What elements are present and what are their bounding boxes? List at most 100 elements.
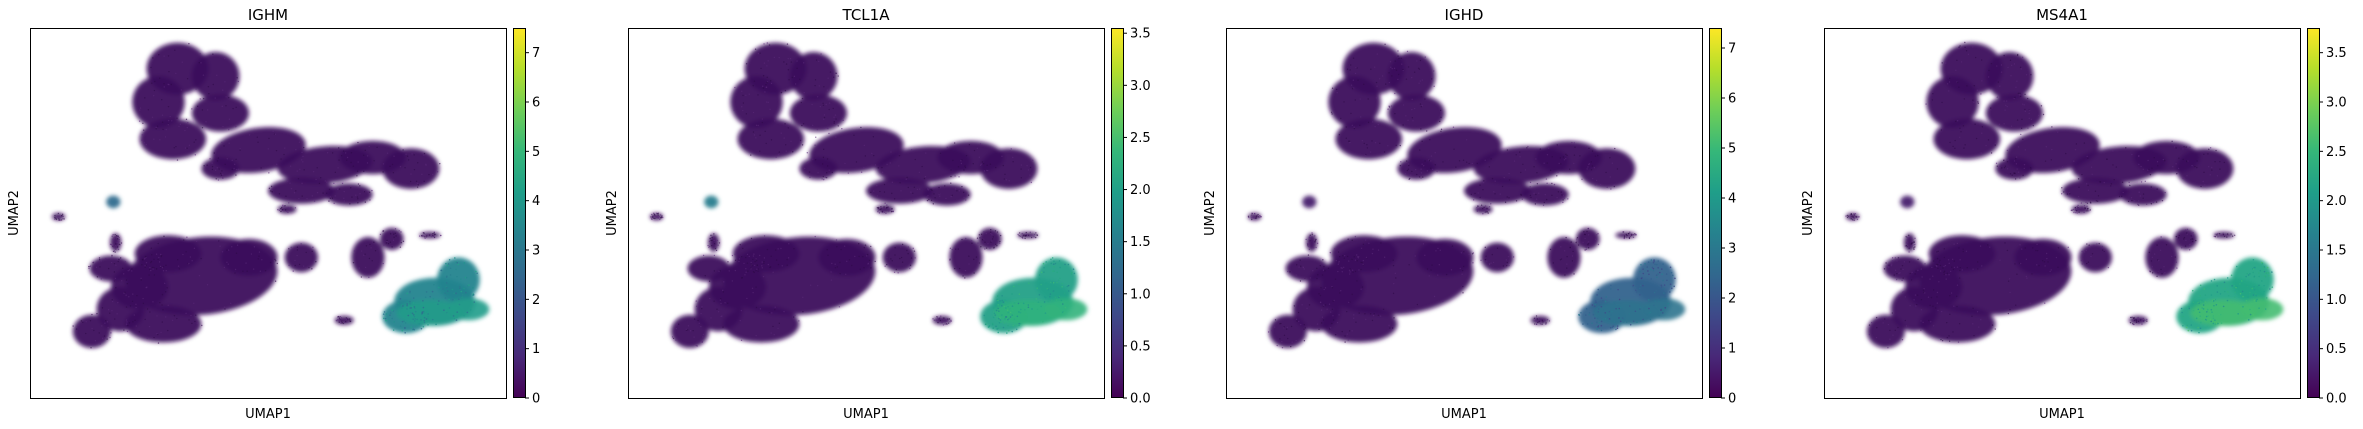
cell-point <box>752 255 755 257</box>
cell-point <box>1562 199 1564 201</box>
cell-point <box>1483 207 1485 210</box>
cell-point <box>876 207 879 209</box>
cell-point <box>996 295 999 297</box>
cell-point <box>111 310 113 312</box>
cell-point <box>1414 255 1416 257</box>
cell-point <box>1857 216 1859 218</box>
cell-point <box>653 213 656 216</box>
cell-point <box>1894 257 1897 259</box>
cell-point <box>1360 268 1362 271</box>
cell-point <box>1891 263 1893 265</box>
cell-point <box>1575 240 1578 242</box>
cell-point <box>1336 321 1339 324</box>
cell-point <box>1973 85 1975 87</box>
cell-point <box>295 190 297 192</box>
cell-point <box>825 176 828 179</box>
cell-point <box>145 286 147 289</box>
cell-point <box>163 55 165 57</box>
cell-point <box>1017 302 1020 305</box>
cell-point <box>1541 323 1543 325</box>
cell-point <box>1553 201 1555 203</box>
cell-point <box>1295 339 1297 342</box>
cell-point <box>708 240 711 243</box>
cell-point <box>2032 247 2034 249</box>
cell-point <box>1920 309 1923 311</box>
cell-point <box>126 330 129 333</box>
cell-point <box>1540 320 1542 322</box>
cell-point <box>1285 328 1288 330</box>
cell-point <box>2185 239 2187 242</box>
cell-point <box>117 301 119 304</box>
cell-point <box>956 190 958 192</box>
cell-point <box>125 306 128 308</box>
cell-point <box>767 101 769 104</box>
cell-point <box>651 218 653 220</box>
cell-point <box>1484 205 1487 207</box>
cell-point <box>936 317 939 319</box>
cell-point <box>770 82 773 85</box>
cell-point <box>1437 247 1439 250</box>
cell-cluster-region <box>1268 314 1307 349</box>
cell-point <box>965 199 967 201</box>
cell-point <box>1916 294 1919 296</box>
cell-point <box>1491 177 1494 180</box>
cell-point <box>1430 155 1433 157</box>
cell-point <box>157 342 160 344</box>
cell-point <box>786 43 789 45</box>
cell-point <box>1931 99 1934 101</box>
cell-point <box>1257 215 1259 218</box>
cell-point <box>188 262 190 265</box>
cell-point <box>146 308 149 310</box>
cell-point <box>980 163 982 165</box>
cell-point <box>722 289 724 292</box>
cell-point <box>980 233 983 236</box>
cell-point <box>2019 244 2021 246</box>
cell-point <box>1258 216 1260 219</box>
cell-point <box>1442 300 1444 303</box>
cell-point <box>363 154 365 156</box>
cell-point <box>224 163 226 165</box>
cell-point <box>416 186 419 188</box>
colorbar-tick-label: 1 <box>532 342 540 357</box>
cell-point <box>2223 281 2226 284</box>
cell-point <box>2219 161 2221 163</box>
cell-point <box>1334 278 1337 280</box>
cell-point <box>838 306 841 308</box>
cell-point <box>115 287 117 289</box>
cell-point <box>1358 312 1360 314</box>
cell-point <box>1430 167 1432 169</box>
cell-point <box>1340 289 1342 292</box>
cell-point <box>1632 284 1635 287</box>
cell-point <box>1604 300 1607 303</box>
cell-point <box>1377 268 1379 270</box>
cell-point <box>452 315 455 317</box>
cell-point <box>1584 249 1586 251</box>
cell-point <box>302 146 305 149</box>
cell-point <box>1005 179 1008 181</box>
cell-point <box>399 297 402 300</box>
cell-point <box>1520 194 1523 196</box>
cell-point <box>2026 277 2028 279</box>
cell-point <box>326 152 329 154</box>
cell-point <box>1646 313 1649 315</box>
cell-point <box>2206 308 2209 311</box>
cell-point <box>1400 57 1402 60</box>
cell-point <box>2110 185 2112 187</box>
cell-point <box>216 167 218 169</box>
cell-point <box>806 162 809 164</box>
cell-cluster-region <box>1919 305 1996 343</box>
cell-point <box>393 233 395 235</box>
cell-point <box>1622 231 1625 233</box>
cell-point <box>359 193 361 195</box>
cell-point <box>187 121 189 124</box>
cell-cluster-region <box>1985 52 2034 101</box>
cell-point <box>1376 85 1378 87</box>
cell-point <box>766 101 768 103</box>
cell-point <box>2159 249 2162 252</box>
cell-point <box>2195 239 2197 242</box>
cell-point <box>2189 244 2191 246</box>
cell-point <box>411 328 414 331</box>
cell-point <box>182 253 184 256</box>
cell-point <box>1506 149 1509 151</box>
